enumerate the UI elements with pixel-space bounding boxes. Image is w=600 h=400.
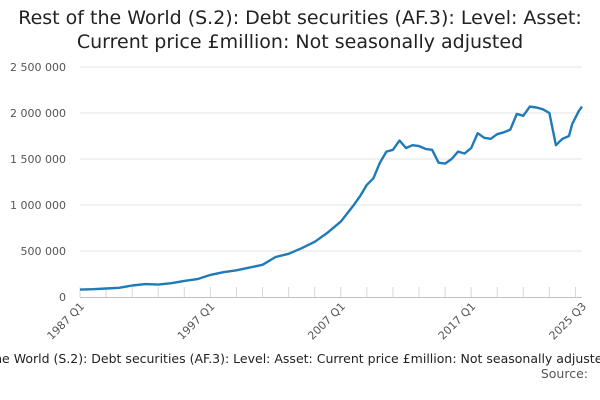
x-tick-label: 1987 Q1	[45, 300, 88, 343]
y-tick-label: 2 500 000	[10, 61, 66, 74]
y-tick-label: 1 000 000	[10, 199, 66, 212]
chart-caption: Rest of the World (S.2): Debt securities…	[0, 347, 600, 371]
y-tick-label: 500 000	[21, 245, 67, 258]
x-tick-label: 1997 Q1	[175, 300, 218, 343]
x-tick-label: 2007 Q1	[305, 300, 348, 343]
y-tick-label: 0	[59, 291, 66, 304]
caption-text: Rest of the World (S.2): Debt securities…	[0, 351, 600, 366]
x-tick-label: 2017 Q1	[436, 300, 479, 343]
y-tick-label: 1 500 000	[10, 153, 66, 166]
gridlines	[80, 66, 582, 252]
chart-source: Source:	[540, 366, 588, 381]
y-tick-label: 2 000 000	[10, 107, 66, 120]
x-tick-labels: 1987 Q1 1997 Q1 2007 Q1 2017 Q1 2025 Q3	[45, 300, 590, 343]
y-tick-labels: 0 500 000 1 000 000 1 500 000 2 000 000 2 500…	[10, 61, 66, 304]
x-tick-label: 2025 Q3	[547, 300, 590, 343]
x-tick-marks	[79, 287, 576, 297]
series-line	[79, 105, 583, 291]
chart-title: Rest of the World (S.2): Debt securities…	[18, 7, 582, 53]
